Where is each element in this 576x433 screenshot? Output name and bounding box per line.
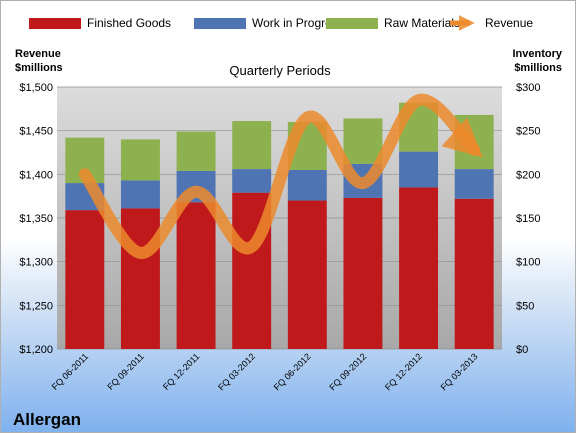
bars [65, 102, 494, 349]
bar-work-in-progress [232, 169, 272, 193]
right-axis-title-line2: $millions [514, 62, 562, 74]
x-tick-label: FQ 09-2011 [105, 351, 146, 392]
right-tick-label: $250 [516, 126, 540, 138]
x-tick-labels: FQ 06-2011 FQ 09-2011 FQ 12-2011 FQ 03-2012… [50, 351, 480, 392]
legend-swatch-finished-goods [29, 18, 81, 29]
bar-finished-goods [343, 197, 383, 349]
right-tick-label: $100 [516, 257, 540, 269]
right-tick-label: $0 [516, 344, 528, 356]
bar-finished-goods [454, 198, 494, 349]
left-tick-label: $1,250 [19, 300, 53, 312]
left-tick-label: $1,450 [19, 126, 53, 138]
bar-work-in-progress [399, 151, 439, 188]
left-tick-label: $1,350 [19, 213, 53, 225]
company-name: Allergan [13, 410, 81, 429]
bar-finished-goods [287, 200, 327, 349]
bar-finished-goods [120, 208, 160, 349]
bar-finished-goods [399, 187, 439, 349]
left-axis-title-line1: Revenue [15, 48, 61, 60]
revenue-line [78, 93, 483, 259]
x-tick-label: FQ 06-2012 [272, 351, 313, 392]
legend-label-raw-materials: Raw Materials [384, 16, 460, 30]
bar-work-in-progress [287, 169, 327, 201]
legend-label-finished-goods: Finished Goods [87, 16, 171, 30]
x-tick-label: FQ 06-2011 [50, 351, 91, 392]
legend: Finished Goods Work in Progress Raw Materi… [29, 14, 533, 32]
left-tick-labels: $1,200 $1,250 $1,300 $1,350 $1,400 $1,450 $1,5… [19, 82, 53, 356]
bar-raw-materials [120, 139, 160, 181]
right-tick-label: $200 [516, 169, 540, 181]
left-tick-label: $1,300 [19, 257, 53, 269]
right-tick-label: $150 [516, 213, 540, 225]
bar-raw-materials [343, 118, 383, 164]
bar-finished-goods [65, 210, 105, 349]
bar-raw-materials [232, 121, 272, 170]
right-tick-labels: $0 $50 $100 $150 $200 $250 $300 [516, 82, 540, 356]
left-tick-label: $1,400 [19, 169, 53, 181]
x-tick-label: FQ 03-2013 [439, 351, 480, 392]
right-tick-label: $50 [516, 300, 534, 312]
right-tick-label: $300 [516, 82, 540, 94]
bar-work-in-progress [120, 180, 160, 209]
x-tick-label: FQ 03-2012 [216, 351, 257, 392]
bar-finished-goods [176, 202, 216, 349]
bar-raw-materials [176, 131, 216, 171]
x-tick-label: FQ 12-2012 [383, 351, 424, 392]
legend-swatch-work-in-progress [194, 18, 246, 29]
x-tick-label: FQ 12-2011 [161, 351, 202, 392]
left-axis-title-line2: $millions [15, 62, 63, 74]
legend-swatch-raw-materials [326, 18, 378, 29]
chart-title: Quarterly Periods [229, 63, 331, 78]
legend-label-revenue: Revenue [485, 16, 533, 30]
legend-label-work-in-progress: Work in Progress [252, 16, 344, 30]
x-tick-label: FQ 09-2012 [327, 351, 368, 392]
bar-work-in-progress [454, 169, 494, 199]
revenue-line-path [78, 93, 483, 259]
left-tick-label: $1,500 [19, 82, 53, 94]
right-axis-title-line1: Inventory [512, 48, 562, 60]
left-tick-label: $1,200 [19, 344, 53, 356]
